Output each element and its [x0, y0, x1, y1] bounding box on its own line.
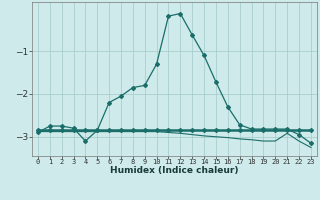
X-axis label: Humidex (Indice chaleur): Humidex (Indice chaleur) [110, 166, 239, 175]
